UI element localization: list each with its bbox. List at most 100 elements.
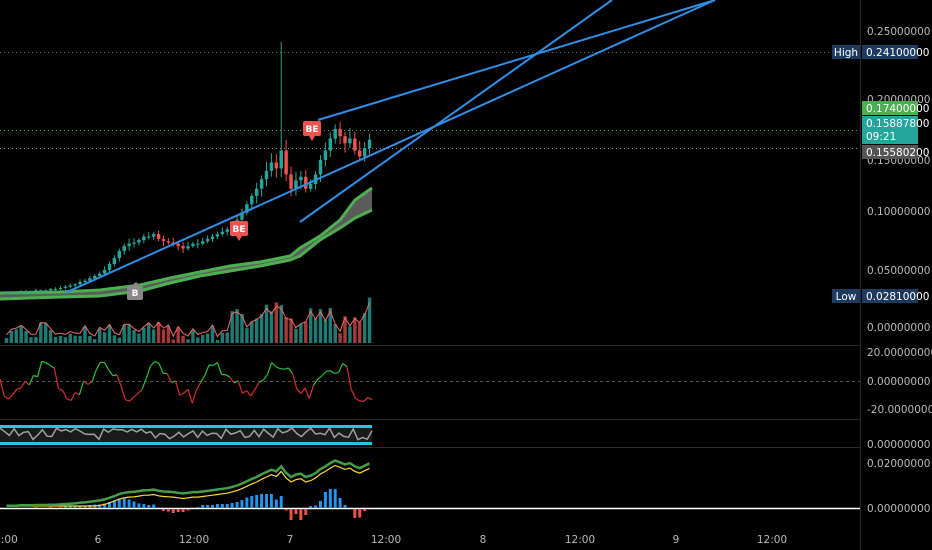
macd-histogram-bar xyxy=(132,501,136,508)
oscillator-segment xyxy=(41,360,47,364)
macd-histogram-bar xyxy=(279,496,283,508)
candle-body xyxy=(147,236,151,238)
svg-text:High: High xyxy=(834,47,858,59)
volume-bar xyxy=(333,324,337,343)
oscillator-segment xyxy=(133,393,139,398)
macd-histogram-bar xyxy=(269,494,273,508)
oscillator-segment xyxy=(78,380,85,395)
oscillator-segment xyxy=(12,388,18,396)
oscillator-segment xyxy=(187,389,193,404)
oscillator-segment xyxy=(49,364,55,369)
high-value-tag: 0.24100000 xyxy=(862,45,929,59)
candle-body xyxy=(68,285,72,287)
b-marker: B xyxy=(127,282,143,300)
volume-bar xyxy=(63,337,68,343)
volume-bar xyxy=(259,314,264,343)
candle-body xyxy=(132,242,136,244)
oscillator-segment xyxy=(83,380,89,385)
candle-body xyxy=(294,180,298,189)
candle-body xyxy=(14,292,18,294)
candle-body xyxy=(39,290,43,292)
macd-pane xyxy=(0,459,860,520)
volume-bar xyxy=(4,337,9,343)
macd-histogram-bar xyxy=(319,501,322,508)
candle-body xyxy=(362,148,367,157)
candle-body xyxy=(279,150,283,169)
svg-text:12:00: 12:00 xyxy=(371,534,401,546)
volume-bar xyxy=(343,316,347,343)
volume-bar xyxy=(294,328,298,343)
volume-bar xyxy=(289,318,293,343)
macd-histogram-bar xyxy=(245,497,249,508)
macd-histogram-bar xyxy=(127,499,131,508)
signal-markers: BE BE B xyxy=(127,121,321,300)
oscillator-segment xyxy=(137,388,143,395)
volume-bar xyxy=(127,324,131,343)
candle-body xyxy=(73,284,77,286)
oscillator-segment xyxy=(53,368,60,389)
candle-body xyxy=(201,241,205,244)
candle-body xyxy=(58,287,63,290)
trendline-upper-channel[interactable] xyxy=(64,0,716,294)
candle-body xyxy=(102,270,107,274)
svg-text:BE: BE xyxy=(305,125,318,135)
trendlines[interactable] xyxy=(64,0,716,294)
candle-body xyxy=(358,150,362,157)
oscillator-segment xyxy=(174,380,181,396)
oscillator-segment xyxy=(145,365,152,379)
macd-histogram-bar xyxy=(309,506,313,508)
volume-bar xyxy=(186,339,190,343)
oscillator-segment xyxy=(91,369,97,383)
macd-histogram-bar xyxy=(98,504,102,508)
macd-histogram-bar xyxy=(137,503,141,508)
oscillator-segment xyxy=(359,400,364,402)
volume-bar xyxy=(220,332,225,343)
low-value-tag: 0.02810000 xyxy=(862,289,929,303)
volume-bar xyxy=(9,330,14,343)
candle-body xyxy=(29,291,33,293)
trendline-steep[interactable] xyxy=(299,0,613,223)
oscillator-segment xyxy=(254,381,260,390)
candle-body xyxy=(196,243,200,245)
svg-text:0.15887800: 0.15887800 xyxy=(866,118,929,130)
volume-bar xyxy=(107,324,112,343)
volume-bar xyxy=(39,322,43,343)
macd-histogram-bar xyxy=(304,509,308,515)
volume-bar xyxy=(166,325,171,343)
candle-body xyxy=(166,241,171,243)
candle-body xyxy=(186,246,190,249)
oscillator-segment xyxy=(225,374,231,378)
volume-bar xyxy=(230,311,234,343)
candle-body xyxy=(348,138,352,144)
candle-body xyxy=(83,280,87,282)
candle-body xyxy=(142,236,146,241)
oscillator-segment xyxy=(200,375,206,383)
macd-histogram-bar xyxy=(294,509,298,514)
oscillator-pane xyxy=(0,360,373,404)
candle-body xyxy=(137,240,141,243)
oscillator-segment xyxy=(367,396,373,401)
volume-bar xyxy=(137,333,141,343)
time-axis: 2:00 6 12:00 7 12:00 8 12:00 9 12:00 xyxy=(0,534,787,546)
volume-bar xyxy=(201,334,205,343)
candle-body xyxy=(112,258,117,265)
macd-histogram-bar xyxy=(112,500,116,508)
volume-bar xyxy=(205,333,210,343)
macd-histogram-bar xyxy=(255,495,259,508)
volume-bar xyxy=(147,322,151,343)
macd-tick-002: 0.02000000 xyxy=(867,458,930,470)
trendline-top[interactable] xyxy=(317,0,716,121)
svg-text:6: 6 xyxy=(95,534,102,546)
volume-bar xyxy=(68,333,72,343)
oscillator-segment xyxy=(103,362,110,371)
candle-body xyxy=(53,289,58,291)
oscillator-segment xyxy=(292,373,298,390)
oscillator-segment xyxy=(250,388,256,397)
candle-body xyxy=(284,150,288,175)
svg-text:0.15580200: 0.15580200 xyxy=(866,147,929,159)
oscillator-segment xyxy=(304,387,310,399)
volume-bar xyxy=(196,337,200,343)
volume-bar xyxy=(24,331,28,343)
high-label-tag: High xyxy=(832,45,860,59)
